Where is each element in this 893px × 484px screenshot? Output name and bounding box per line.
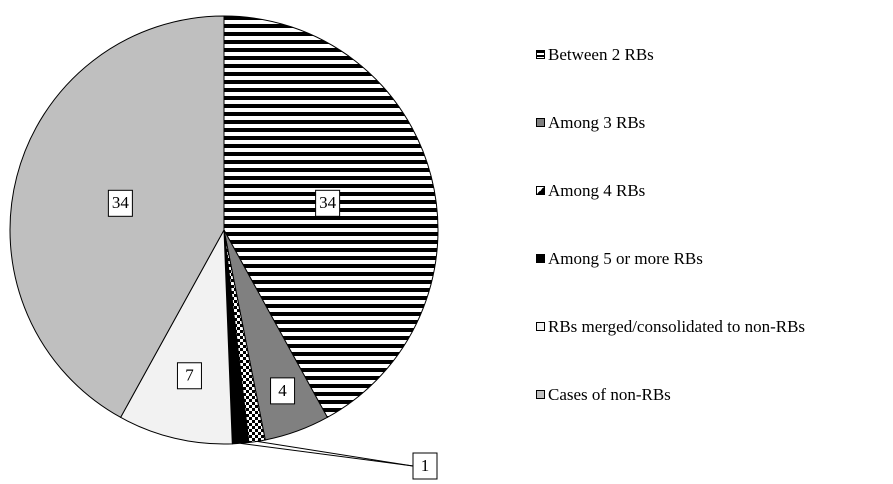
legend-swatch — [536, 118, 545, 127]
data-label: 4 — [278, 381, 287, 400]
legend-label: Among 5 or more RBs — [548, 249, 703, 268]
leader-line — [240, 442, 414, 467]
label-box — [107, 189, 133, 217]
legend-label: Among 4 RBs — [548, 181, 646, 200]
pie-slice — [119, 228, 233, 445]
legend-item: RBs merged/consolidated to non-RBs — [536, 316, 881, 384]
label-box — [412, 452, 438, 480]
legend-swatch — [536, 322, 545, 331]
legend-swatch — [536, 50, 545, 59]
label-box — [176, 362, 202, 390]
legend-label: Between 2 RBs — [548, 45, 654, 64]
data-label: 34 — [319, 193, 337, 212]
leader-line — [256, 440, 414, 467]
legend-swatch — [536, 390, 545, 399]
legend-swatch — [536, 186, 545, 195]
legend-label: RBs merged/consolidated to non-RBs — [548, 317, 806, 336]
data-label: 7 — [185, 366, 194, 385]
legend-swatch — [536, 254, 545, 263]
legend-item: Among 3 RBs — [536, 112, 881, 180]
legend-item: Between 2 RBs — [536, 44, 881, 112]
label-box — [315, 189, 341, 217]
legend-item: Among 4 RBs — [536, 180, 881, 248]
legend-label: Cases of non-RBs — [548, 385, 671, 404]
legend-item: Cases of non-RBs — [536, 384, 881, 452]
legend-label: Among 3 RBs — [548, 113, 646, 132]
data-label: 1 — [421, 456, 430, 475]
data-label: 34 — [112, 193, 130, 212]
legend: Between 2 RBs Among 3 RBs Among 4 RBs Among… — [536, 44, 881, 452]
label-box — [270, 377, 296, 405]
legend-item: Among 5 or more RBs — [536, 248, 881, 316]
